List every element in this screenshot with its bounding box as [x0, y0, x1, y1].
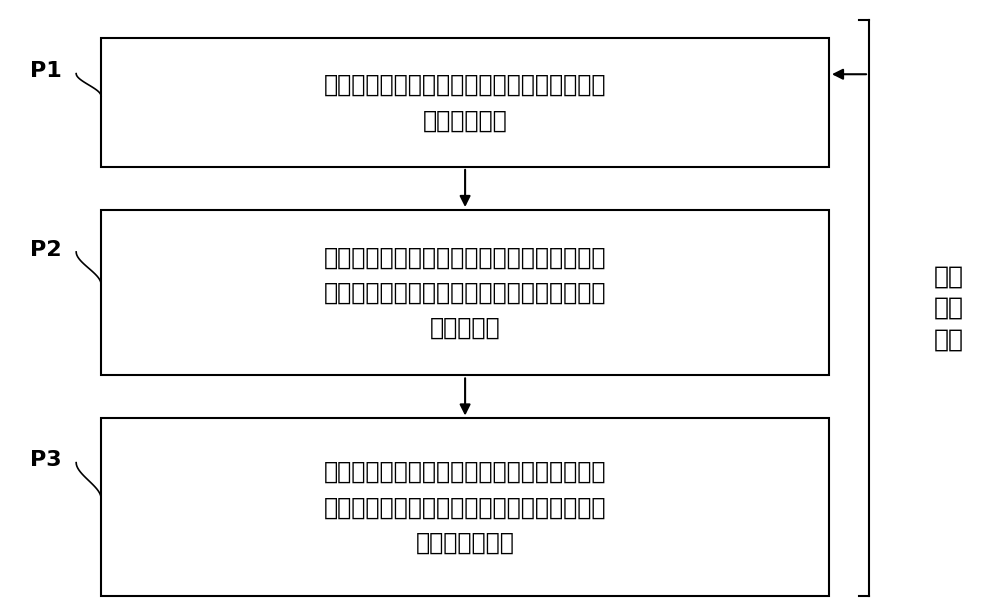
- Bar: [101, 418, 829, 596]
- Text: 智能终端内部实现以用户的效用函数最大为目
标调整充电需求，决定电动汽车每个时间段的
具体充放电行为: 智能终端内部实现以用户的效用函数最大为目 标调整充电需求，决定电动汽车每个时间段…: [324, 460, 606, 554]
- Text: 控制中心根据电动汽车聚合的电量需求以及预
测的发电量调整电价信息，同时广播分时电价
给智能终端: 控制中心根据电动汽车聚合的电量需求以及预 测的发电量调整电价信息，同时广播分时电…: [324, 245, 606, 340]
- Text: P2: P2: [30, 240, 62, 260]
- Bar: [101, 210, 829, 376]
- Text: P3: P3: [30, 450, 62, 471]
- Text: 滚动
优化
过程: 滚动 优化 过程: [934, 264, 964, 352]
- Bar: [101, 38, 829, 167]
- Text: P1: P1: [30, 62, 62, 81]
- Text: 微网控制中心收集来自智能终端的聚合的电动
汽车需求信息: 微网控制中心收集来自智能终端的聚合的电动 汽车需求信息: [324, 73, 606, 132]
